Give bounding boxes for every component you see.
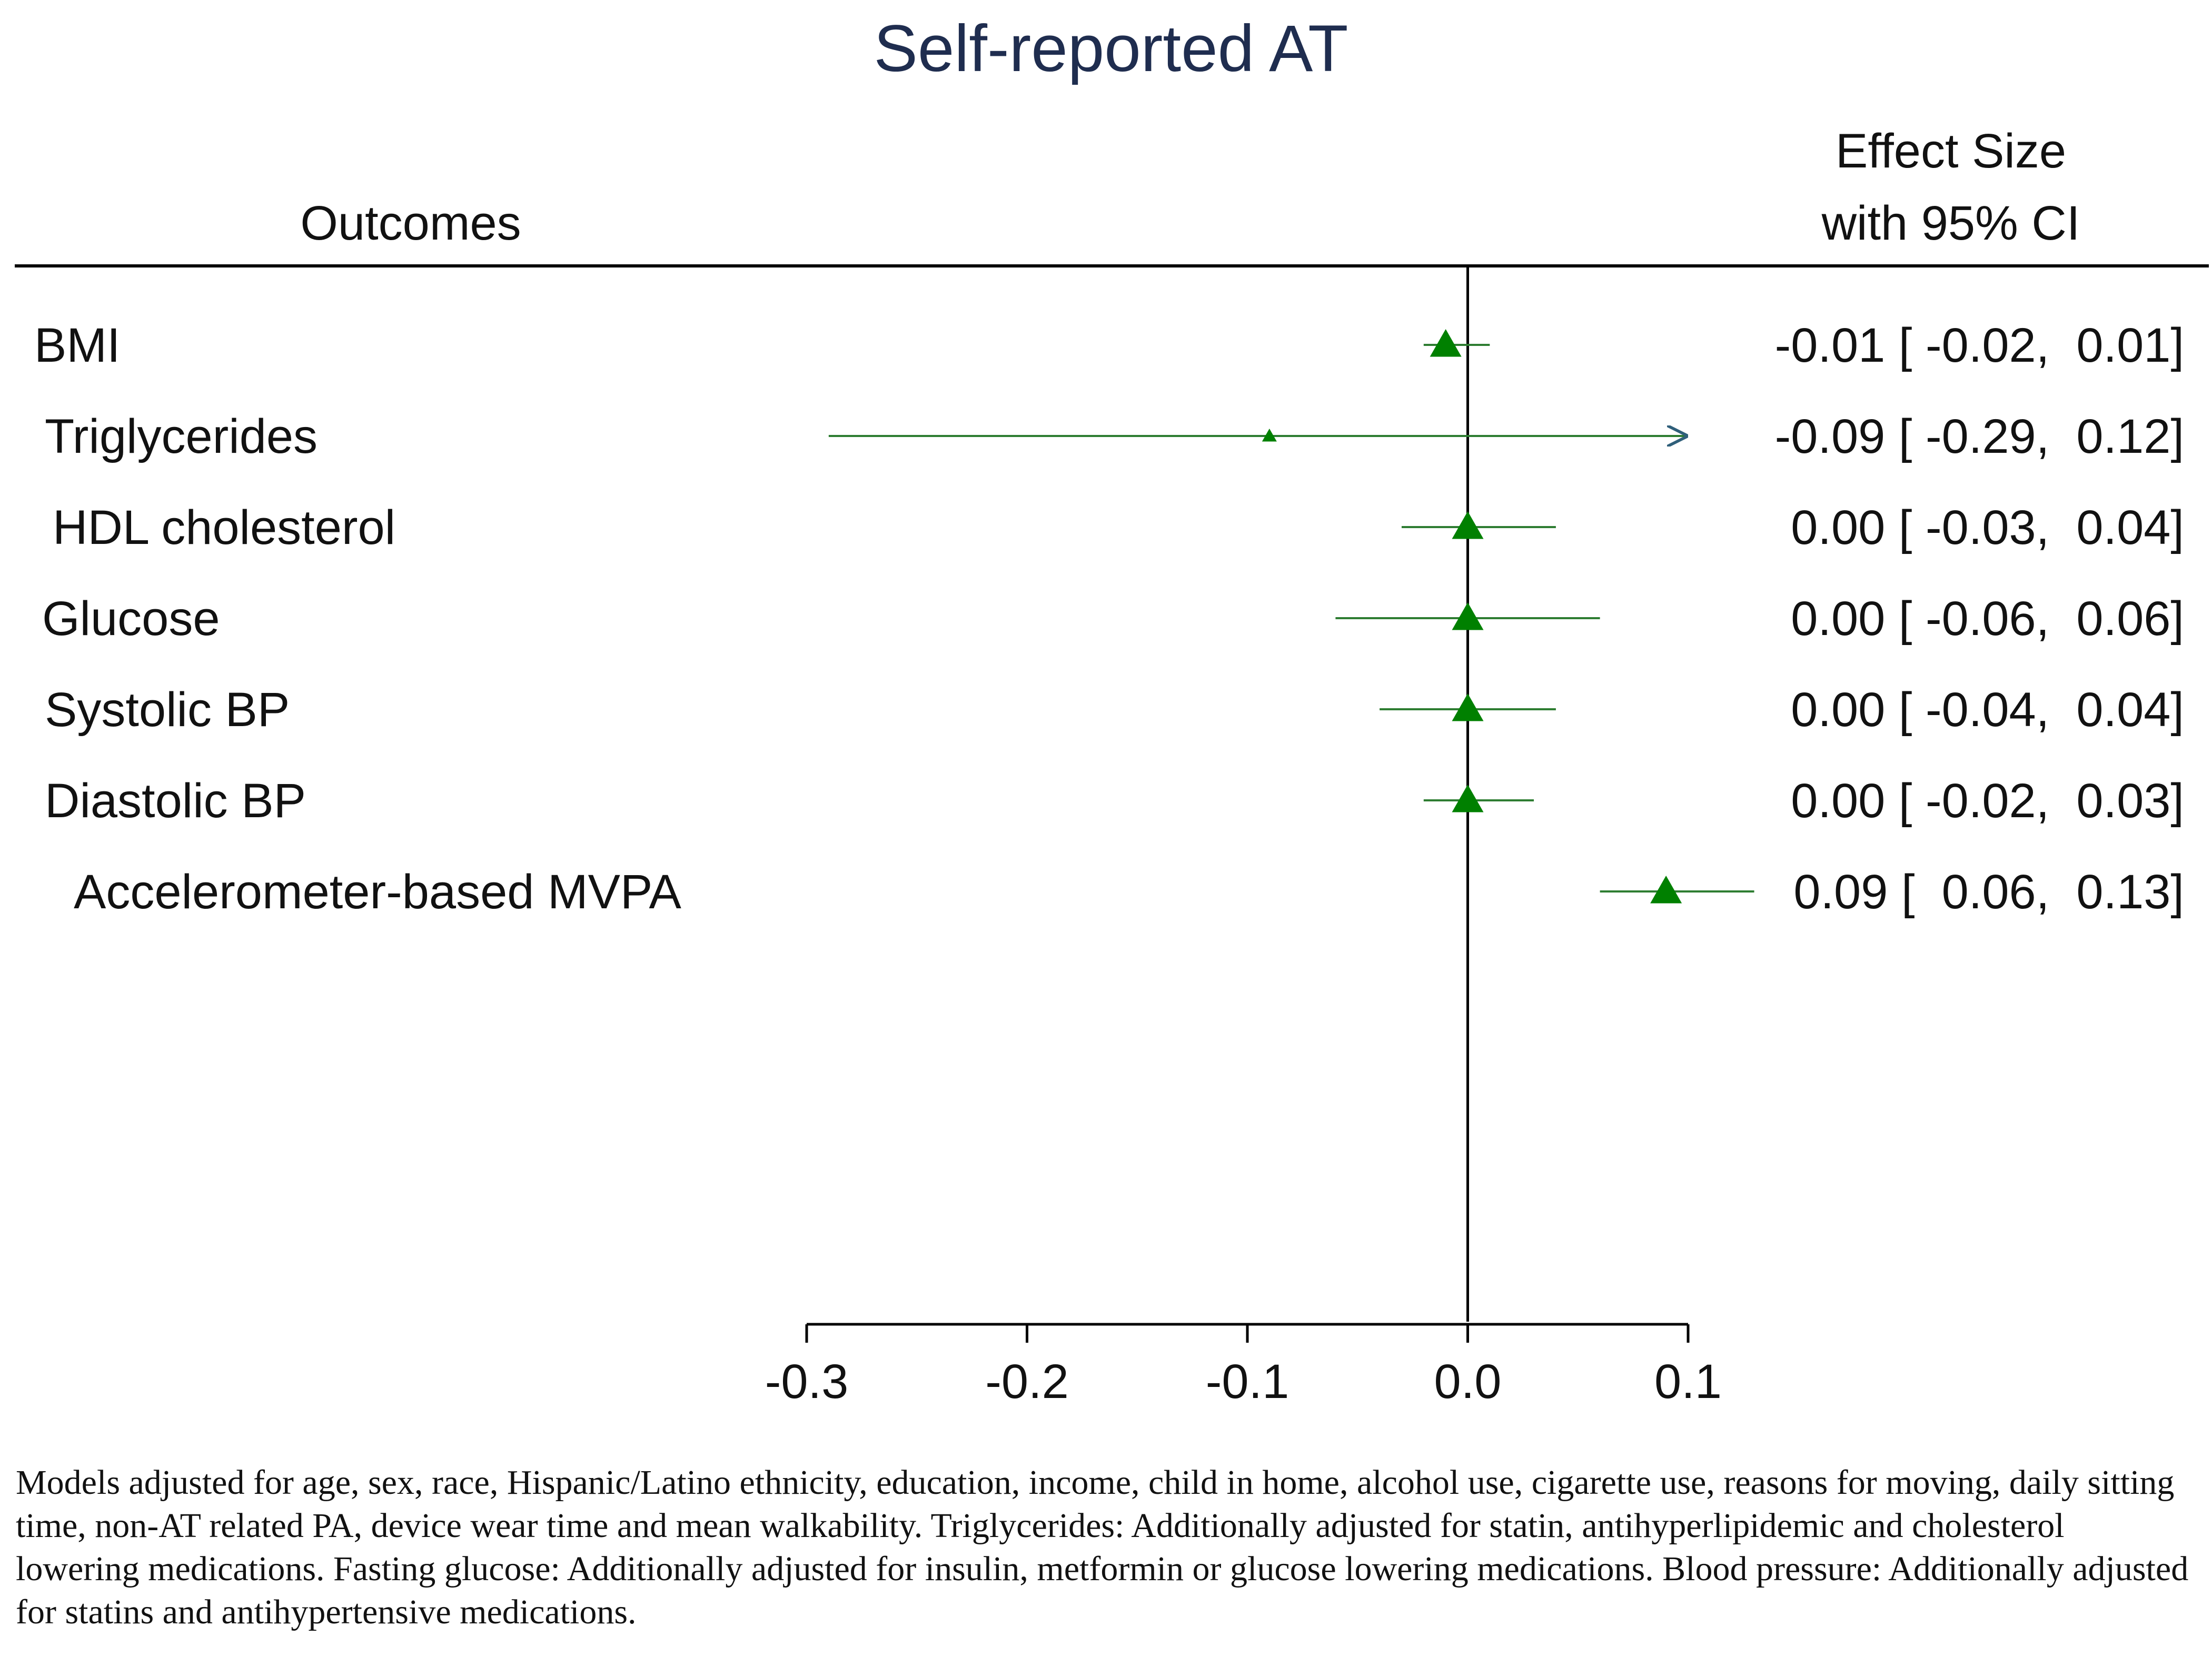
effect-marker — [1650, 876, 1682, 904]
effect-marker — [1452, 602, 1484, 630]
x-tick-label: -0.1 — [1206, 1355, 1289, 1409]
row-value: 0.00 [ -0.06, 0.06] — [1791, 592, 2184, 646]
row-label: Diastolic BP — [45, 774, 306, 828]
forest-row: HDL cholesterol 0.00 [ -0.03, 0.04] — [53, 501, 2184, 554]
forest-row: Triglycerides -0.09 [ -0.29, 0.12] — [45, 410, 2184, 463]
row-value: -0.01 [ -0.02, 0.01] — [1775, 319, 2184, 372]
x-tick-label: -0.2 — [985, 1355, 1069, 1409]
rows: BMI -0.01 [ -0.02, 0.01] Triglycerides -0.0… — [34, 319, 2184, 919]
effect-marker — [1452, 511, 1484, 539]
row-label: Triglycerides — [45, 410, 318, 463]
row-value: 0.00 [ -0.03, 0.04] — [1791, 501, 2184, 554]
row-value: 0.09 [ 0.06, 0.13] — [1793, 865, 2184, 919]
effect-marker — [1262, 429, 1277, 442]
x-tick-label: -0.3 — [765, 1355, 849, 1409]
row-label: BMI — [34, 319, 121, 372]
header-outcomes: Outcomes — [300, 196, 521, 250]
forest-row: Systolic BP 0.00 [ -0.04, 0.04] — [45, 683, 2184, 737]
forest-row: BMI -0.01 [ -0.02, 0.01] — [34, 319, 2184, 372]
footnote: Models adjusted for age, sex, race, Hisp… — [16, 1463, 2189, 1631]
row-value: -0.09 [ -0.29, 0.12] — [1775, 410, 2184, 463]
row-label: Accelerometer-based MVPA — [74, 865, 682, 919]
row-value: 0.00 [ -0.02, 0.03] — [1791, 774, 2184, 828]
effect-marker — [1452, 785, 1484, 812]
header-effect-size: Effect Size — [1836, 124, 2066, 178]
forest-row: Glucose 0.00 [ -0.06, 0.06] — [42, 592, 2184, 646]
effect-marker — [1430, 329, 1462, 357]
effect-marker — [1452, 693, 1484, 721]
row-label: HDL cholesterol — [53, 501, 395, 554]
header-ci: with 95% CI — [1821, 196, 2080, 250]
forest-plot: Self-reported AT Outcomes Effect Size wi… — [15, 12, 2209, 1409]
forest-row: Diastolic BP 0.00 [ -0.02, 0.03] — [45, 774, 2184, 828]
row-label: Systolic BP — [45, 683, 290, 737]
forest-row: Accelerometer-based MVPA 0.09 [ 0.06, 0.1… — [74, 865, 2184, 919]
x-tick-label: 0.0 — [1434, 1355, 1502, 1409]
x-tick-label: 0.1 — [1654, 1355, 1722, 1409]
chart-title: Self-reported AT — [874, 12, 1348, 85]
row-label: Glucose — [42, 592, 220, 646]
row-value: 0.00 [ -0.04, 0.04] — [1791, 683, 2184, 737]
x-axis: -0.3 -0.2 -0.1 0.0 0.1 — [765, 1323, 1722, 1409]
